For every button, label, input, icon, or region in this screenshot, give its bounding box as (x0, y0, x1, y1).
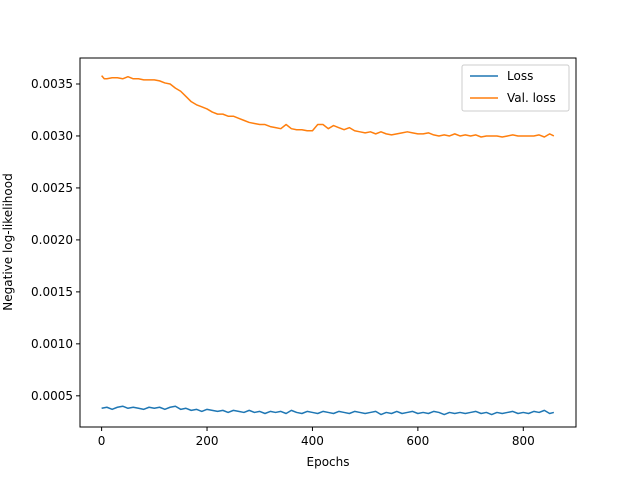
series-layer (101, 75, 555, 416)
y-axis-label: Negative log-likelihood (1, 173, 15, 310)
legend: Loss Val. loss (461, 64, 570, 112)
plot-area (79, 57, 577, 428)
x-tick-label: 400 (301, 434, 324, 448)
x-axis-ticks: 0 200 400 600 800 (98, 427, 535, 448)
y-tick-label: 0.0020 (31, 233, 73, 247)
y-axis-ticks: 0.0005 0.0010 0.0015 0.0020 0.0025 0.0030 0.00… (31, 77, 80, 403)
series-line-val-loss (101, 75, 555, 138)
x-tick-label: 200 (196, 434, 219, 448)
y-tick-label: 0.0015 (31, 285, 73, 299)
y-tick-label: 0.0010 (31, 337, 73, 351)
y-tick-label: 0.0030 (31, 129, 73, 143)
legend-label-val-loss: Val. loss (507, 91, 556, 105)
y-tick-label: 0.0035 (31, 77, 73, 91)
x-axis-label: Epochs (307, 455, 350, 469)
legend-label-loss: Loss (507, 69, 533, 83)
x-tick-label: 0 (98, 434, 106, 448)
series-line-loss (101, 405, 555, 416)
plot-frame (79, 57, 577, 428)
y-tick-label: 0.0025 (31, 181, 73, 195)
y-tick-label: 0.0005 (31, 389, 73, 403)
x-tick-label: 600 (406, 434, 429, 448)
x-tick-label: 800 (512, 434, 535, 448)
